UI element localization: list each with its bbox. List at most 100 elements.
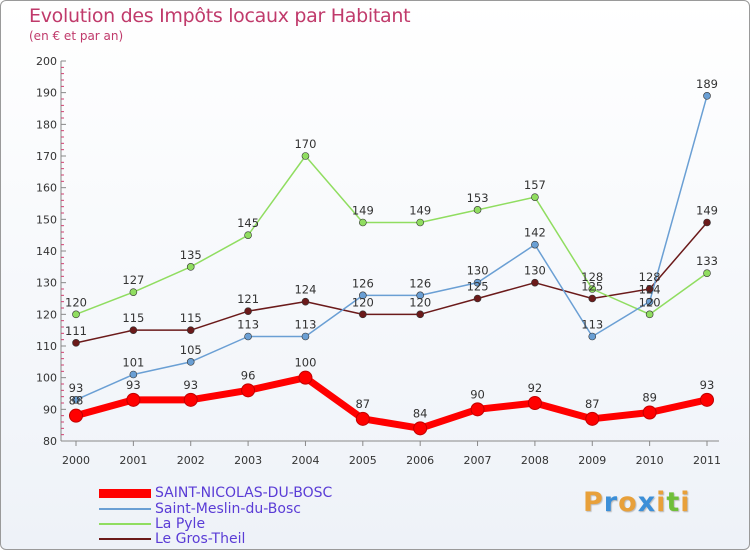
data-label: 149 bbox=[352, 204, 374, 218]
y-tick-label: 100 bbox=[36, 372, 57, 385]
data-point bbox=[186, 358, 195, 366]
legend-entry: SAINT-NICOLAS-DU-BOSC bbox=[99, 485, 332, 501]
data-point bbox=[585, 411, 600, 426]
data-point bbox=[588, 294, 597, 303]
data-point bbox=[355, 411, 370, 426]
series-line bbox=[75, 221, 708, 344]
data-label: 93 bbox=[69, 381, 84, 395]
data-point bbox=[301, 332, 310, 341]
x-tick-label: 2003 bbox=[234, 454, 262, 467]
data-label: 157 bbox=[524, 178, 546, 192]
data-point bbox=[72, 396, 80, 404]
data-point bbox=[588, 285, 597, 293]
data-point bbox=[183, 392, 198, 407]
data-label: 121 bbox=[237, 292, 259, 306]
data-label: 130 bbox=[524, 264, 546, 278]
data-point bbox=[645, 297, 654, 306]
data-label: 130 bbox=[467, 264, 489, 278]
data-point bbox=[416, 218, 424, 227]
data-label: 135 bbox=[180, 248, 202, 262]
y-tick-label: 190 bbox=[36, 87, 57, 100]
data-label: 87 bbox=[585, 397, 600, 411]
x-tick-label: 2000 bbox=[62, 454, 90, 467]
data-point bbox=[69, 408, 83, 423]
data-point bbox=[527, 396, 542, 410]
data-label: 149 bbox=[696, 204, 718, 218]
data-label: 142 bbox=[524, 226, 546, 240]
data-label: 170 bbox=[294, 137, 316, 151]
legend-swatch bbox=[99, 523, 151, 525]
legend-swatch bbox=[99, 508, 151, 510]
logo-letter: P bbox=[583, 487, 604, 518]
legend-entry: La Pyle bbox=[99, 516, 205, 532]
data-label: 88 bbox=[69, 394, 84, 408]
data-label: 93 bbox=[126, 378, 141, 392]
data-label: 115 bbox=[180, 311, 202, 325]
y-tick-label: 110 bbox=[36, 340, 57, 353]
data-label: 113 bbox=[237, 318, 259, 332]
x-tick-label: 2008 bbox=[521, 454, 549, 467]
data-point bbox=[700, 392, 714, 407]
legend-swatch bbox=[99, 538, 151, 540]
data-label: 125 bbox=[467, 280, 489, 294]
data-label: 90 bbox=[470, 387, 485, 401]
series-lines bbox=[72, 95, 711, 432]
data-point bbox=[588, 332, 597, 341]
y-tick-label: 180 bbox=[36, 118, 57, 131]
legend-label: La Pyle bbox=[155, 516, 206, 532]
proxiti-logo: Proxiti bbox=[583, 487, 691, 518]
chart-title: Evolution des Impôts locaux par Habitant bbox=[29, 5, 411, 27]
series-line bbox=[75, 95, 708, 401]
data-label: 101 bbox=[122, 356, 144, 370]
legend-label: Le Gros-Theil bbox=[155, 531, 246, 547]
x-tick-label: 2005 bbox=[349, 454, 377, 467]
data-point bbox=[186, 263, 195, 271]
y-tick-label: 130 bbox=[36, 277, 57, 290]
data-point bbox=[645, 310, 654, 319]
data-label: 128 bbox=[639, 270, 661, 284]
y-tick-label: 140 bbox=[36, 245, 57, 258]
x-tick-label: 2004 bbox=[291, 454, 319, 467]
data-point bbox=[531, 193, 539, 201]
data-label: 96 bbox=[241, 368, 256, 382]
data-point bbox=[703, 92, 711, 100]
y-tick-label: 200 bbox=[36, 55, 57, 68]
x-tick-label: 2006 bbox=[406, 454, 434, 467]
y-tick-label: 150 bbox=[36, 213, 57, 226]
data-point bbox=[473, 206, 482, 214]
data-point bbox=[359, 291, 367, 300]
data-point bbox=[473, 278, 482, 287]
data-label: 153 bbox=[467, 191, 489, 205]
data-point bbox=[531, 278, 539, 287]
y-tick-label: 120 bbox=[36, 308, 57, 321]
data-label: 126 bbox=[352, 276, 374, 290]
data-point bbox=[416, 310, 424, 319]
data-label: 89 bbox=[642, 391, 657, 405]
x-tick-label: 2011 bbox=[693, 454, 721, 467]
data-label: 120 bbox=[352, 295, 374, 309]
data-label: 105 bbox=[180, 343, 202, 357]
data-point bbox=[244, 307, 252, 315]
data-point bbox=[126, 392, 141, 407]
data-label: 189 bbox=[696, 77, 718, 91]
data-point bbox=[186, 326, 195, 334]
data-label: 115 bbox=[122, 311, 144, 325]
y-tick-label: 170 bbox=[36, 150, 57, 163]
data-label: 120 bbox=[409, 295, 431, 309]
legend-label: Saint-Meslin-du-Bosc bbox=[155, 501, 301, 517]
logo-letter: r bbox=[603, 487, 619, 518]
logo-letter: o bbox=[618, 487, 638, 518]
data-point bbox=[129, 288, 138, 296]
x-tick-label: 2009 bbox=[578, 454, 606, 467]
x-tick-label: 2001 bbox=[119, 454, 147, 467]
data-point bbox=[531, 240, 539, 249]
data-label: 128 bbox=[581, 270, 603, 284]
logo-letter: i bbox=[656, 487, 667, 518]
y-tick-label: 90 bbox=[43, 403, 57, 416]
data-label: 127 bbox=[122, 273, 144, 287]
data-point bbox=[413, 421, 428, 436]
data-point bbox=[703, 218, 711, 227]
